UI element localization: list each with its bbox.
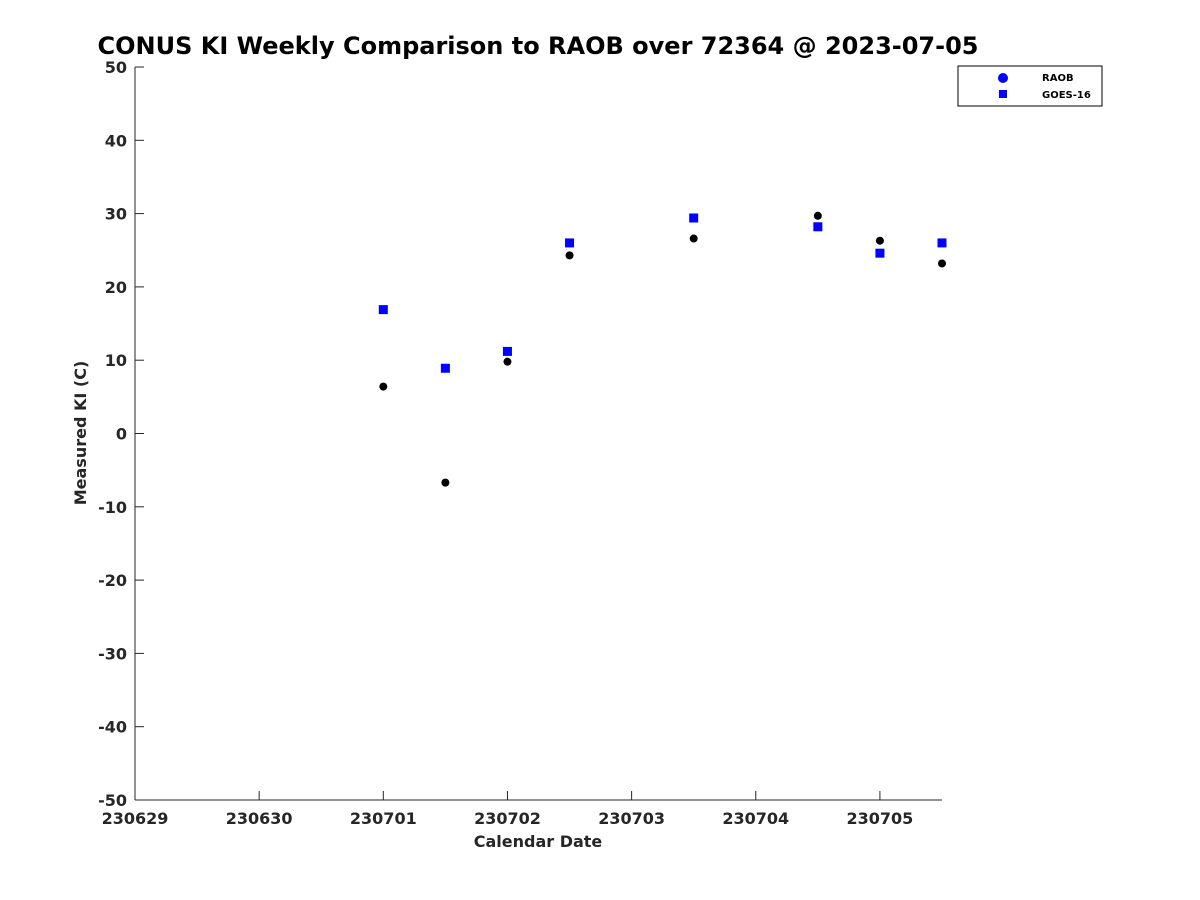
x-tick-label: 230629	[102, 809, 169, 828]
goes16-point	[440, 363, 450, 373]
y-axis-ticks: -50 -40 -30 -20 -10 0 10 20 30 40 50	[98, 58, 144, 810]
y-tick-label: -10	[98, 498, 127, 517]
y-tick-label: -20	[98, 571, 127, 590]
raob-point	[379, 382, 388, 391]
goes16-point	[875, 248, 885, 258]
y-tick-label: 40	[105, 131, 127, 150]
y-tick-label: 20	[105, 278, 127, 297]
raob-point	[441, 478, 450, 487]
legend: RAOB GOES-16	[957, 65, 1103, 107]
x-tick-label: 230705	[847, 809, 914, 828]
x-tick-label: 230701	[350, 809, 417, 828]
y-tick-label: -30	[98, 644, 127, 663]
x-tick-label: 230630	[226, 809, 293, 828]
raob-point	[565, 251, 574, 260]
x-tick-label: 230704	[722, 809, 789, 828]
y-tick-label: 30	[105, 205, 127, 224]
goes16-point	[813, 222, 823, 232]
data-points	[378, 211, 947, 487]
legend-goes16-marker	[999, 90, 1007, 98]
raob-point	[875, 236, 884, 245]
goes16-point	[378, 305, 388, 315]
goes16-point	[689, 213, 699, 223]
raob-point	[689, 234, 698, 243]
raob-point	[938, 259, 946, 268]
raob-point	[813, 211, 822, 220]
plot-axes	[134, 67, 942, 801]
goes16-point	[937, 238, 947, 248]
x-tick-label: 230702	[474, 809, 541, 828]
y-tick-label: -40	[98, 718, 127, 737]
legend-raob-label: RAOB	[1042, 73, 1074, 84]
legend-raob-marker	[998, 73, 1008, 83]
y-tick-label: 0	[116, 425, 127, 444]
legend-box	[957, 65, 1103, 107]
y-tick-label: 10	[105, 351, 127, 370]
y-axis-label: Measured KI (C)	[71, 361, 90, 506]
x-tick-label: 230703	[598, 809, 665, 828]
goes16-point	[502, 346, 512, 356]
y-tick-label: -50	[98, 791, 127, 810]
x-axis-ticks: 230629 230630 230701 230702 230703 230704 2307…	[102, 791, 914, 828]
x-axis-label: Calendar Date	[474, 832, 603, 851]
y-tick-label: 50	[105, 58, 127, 77]
legend-goes16-label: GOES-16	[1042, 90, 1091, 101]
chart-title: CONUS KI Weekly Comparison to RAOB over …	[98, 32, 979, 60]
raob-point	[503, 357, 512, 366]
goes16-point	[565, 238, 575, 248]
